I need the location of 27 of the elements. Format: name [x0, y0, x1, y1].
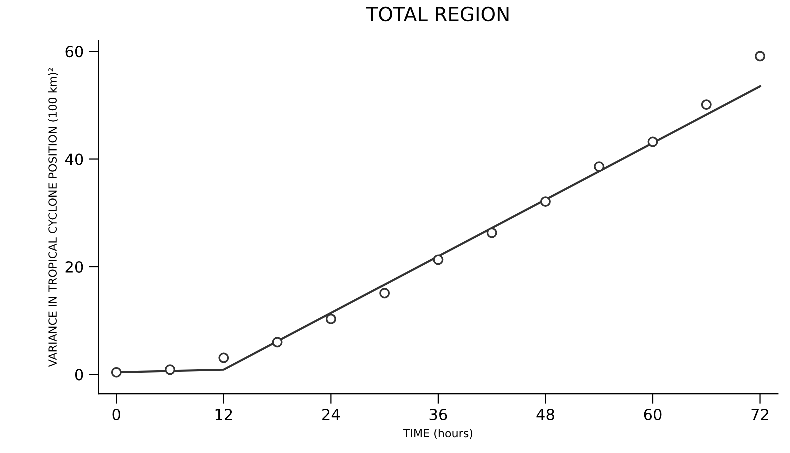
point: [272, 337, 283, 348]
point: [218, 352, 230, 364]
point: [755, 51, 766, 62]
point: [380, 288, 390, 299]
point: [326, 314, 336, 324]
point: [486, 228, 498, 238]
point: [165, 364, 176, 376]
y-axis-title: VARIANCE IN TROPICAL CYCLONE POSITION (100 km)²: [48, 68, 58, 368]
y-tick-label: 20: [66, 261, 84, 274]
point: [111, 367, 122, 378]
x-tick-label: 48: [536, 408, 554, 421]
x-tick-label: 60: [644, 408, 662, 421]
x-tick-label: 36: [430, 408, 448, 421]
chart-title: TOTAL REGION: [366, 6, 509, 22]
point: [433, 254, 444, 266]
x-axis-title: TIME (hours): [403, 429, 473, 439]
x-tick-label: 72: [752, 408, 768, 420]
x-tick-label: 24: [322, 408, 340, 420]
y-tick-label: 0: [75, 369, 84, 381]
point: [701, 100, 712, 110]
y-tick-label: 40: [65, 154, 84, 166]
x-tick-label: 12: [216, 408, 232, 420]
point: [648, 136, 658, 148]
point: [594, 162, 605, 172]
y-tick-label: 60: [66, 46, 84, 58]
x-tick-label: 0: [112, 408, 120, 421]
point: [540, 196, 551, 208]
